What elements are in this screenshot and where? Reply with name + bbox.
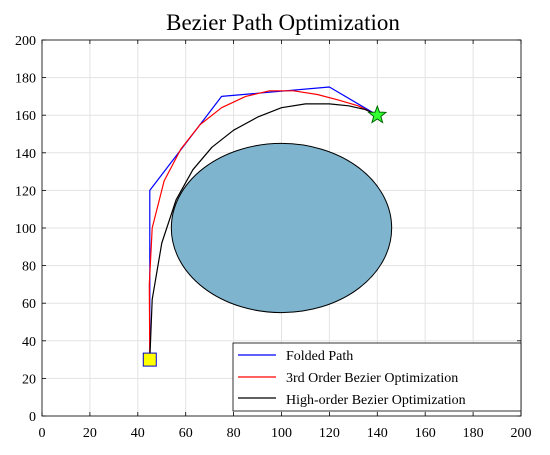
x-tick-label: 120 [319,426,340,441]
x-tick-label: 160 [415,426,436,441]
bezier-3rd-order-line [148,90,378,360]
y-tick-label: 80 [22,260,36,275]
goal-marker [367,104,388,124]
axis-layer [41,39,522,417]
folded-path-line [149,86,378,360]
x-tick-label: 40 [131,426,145,441]
y-tick-label: 40 [22,335,36,350]
y-tick-label: 160 [15,109,36,124]
obstacle-ellipse [170,142,393,314]
legend: Folded Path 3rd Order Bezier Optimizatio… [232,342,522,412]
x-tick-label: 100 [271,426,292,441]
marker-layer [142,104,388,367]
y-tick-label: 120 [15,184,36,199]
x-tick-label: 20 [83,426,97,441]
bezier-high-order-line [149,103,378,360]
x-tick-label: 0 [39,426,46,441]
legend-box [232,342,522,412]
legend-label-3rd-order-bezier: 3rd Order Bezier Optimization [286,371,458,386]
x-tick-label: 60 [179,426,193,441]
y-tick-label: 60 [22,297,36,312]
x-tick-label: 80 [227,426,241,441]
y-tick-label: 0 [29,410,36,425]
x-tick-label: 200 [511,426,532,441]
y-tick-label: 100 [15,222,36,237]
tick-label-layer: 0 20 40 60 80 100 120 140 160 180 200 0 20 40 60 80 100 1… [15,34,532,441]
y-tick-label: 140 [15,147,36,162]
x-tick-label: 140 [367,426,388,441]
legend-label-folded-path: Folded Path [286,349,353,364]
legend-label-high-order-bezier: High-order Bezier Optimization [286,393,466,408]
start-marker [142,352,157,367]
y-tick-label: 180 [15,72,36,87]
chart-title: Bezier Path Optimization [166,10,400,35]
y-tick-label: 200 [15,34,36,49]
y-tick-label: 20 [22,372,36,387]
x-tick-label: 180 [463,426,484,441]
obstacle-layer [170,142,393,314]
series-layer [148,86,378,360]
